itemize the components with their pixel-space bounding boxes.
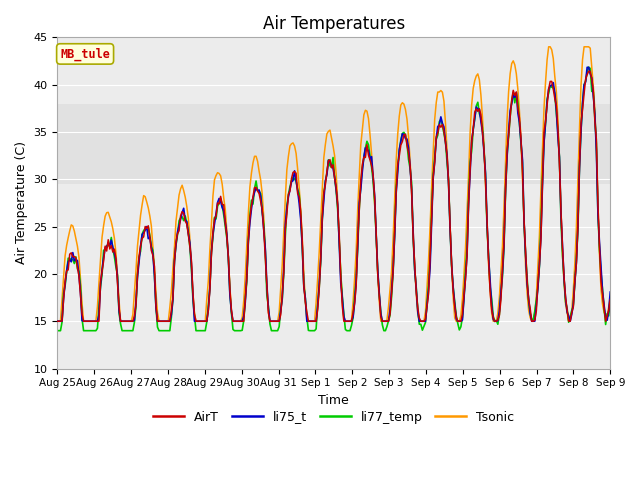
Bar xyxy=(58,104,611,184)
li75_t xyxy=(237,318,244,324)
li75_t xyxy=(607,289,614,295)
li77_temp xyxy=(54,328,61,334)
li77_temp xyxy=(246,212,253,218)
Tsonic xyxy=(237,318,244,324)
Line: li75_t: li75_t xyxy=(58,67,611,321)
Text: MB_tule: MB_tule xyxy=(60,47,110,60)
Tsonic xyxy=(295,184,303,190)
AirT xyxy=(122,318,129,324)
li75_t xyxy=(218,204,226,210)
li77_temp xyxy=(575,165,583,170)
li75_t xyxy=(246,220,253,226)
Line: AirT: AirT xyxy=(58,72,611,321)
Line: Tsonic: Tsonic xyxy=(58,47,611,321)
Tsonic xyxy=(54,318,61,324)
li75_t xyxy=(54,318,61,324)
AirT xyxy=(575,164,583,170)
AirT xyxy=(585,69,593,74)
Y-axis label: Air Temperature (C): Air Temperature (C) xyxy=(15,142,28,264)
Tsonic xyxy=(545,44,552,49)
Line: li77_temp: li77_temp xyxy=(58,67,611,331)
AirT xyxy=(246,215,253,221)
AirT xyxy=(295,193,303,199)
Legend: AirT, li75_t, li77_temp, Tsonic: AirT, li75_t, li77_temp, Tsonic xyxy=(148,406,520,429)
li77_temp xyxy=(607,298,614,303)
X-axis label: Time: Time xyxy=(319,394,349,407)
li77_temp xyxy=(295,191,303,197)
Tsonic xyxy=(218,181,226,187)
AirT xyxy=(218,202,226,207)
li77_temp xyxy=(218,202,226,208)
Tsonic xyxy=(122,318,129,324)
li77_temp xyxy=(122,328,129,334)
li75_t xyxy=(122,318,129,324)
AirT xyxy=(607,297,614,302)
Title: Air Temperatures: Air Temperatures xyxy=(262,15,405,33)
Tsonic xyxy=(577,83,585,88)
AirT xyxy=(54,318,61,324)
li77_temp xyxy=(237,328,244,334)
Tsonic xyxy=(246,184,253,190)
li77_temp xyxy=(585,64,593,70)
li75_t xyxy=(295,201,303,206)
AirT xyxy=(237,318,244,324)
li75_t xyxy=(575,165,583,171)
Tsonic xyxy=(607,295,614,300)
li75_t xyxy=(583,64,591,70)
